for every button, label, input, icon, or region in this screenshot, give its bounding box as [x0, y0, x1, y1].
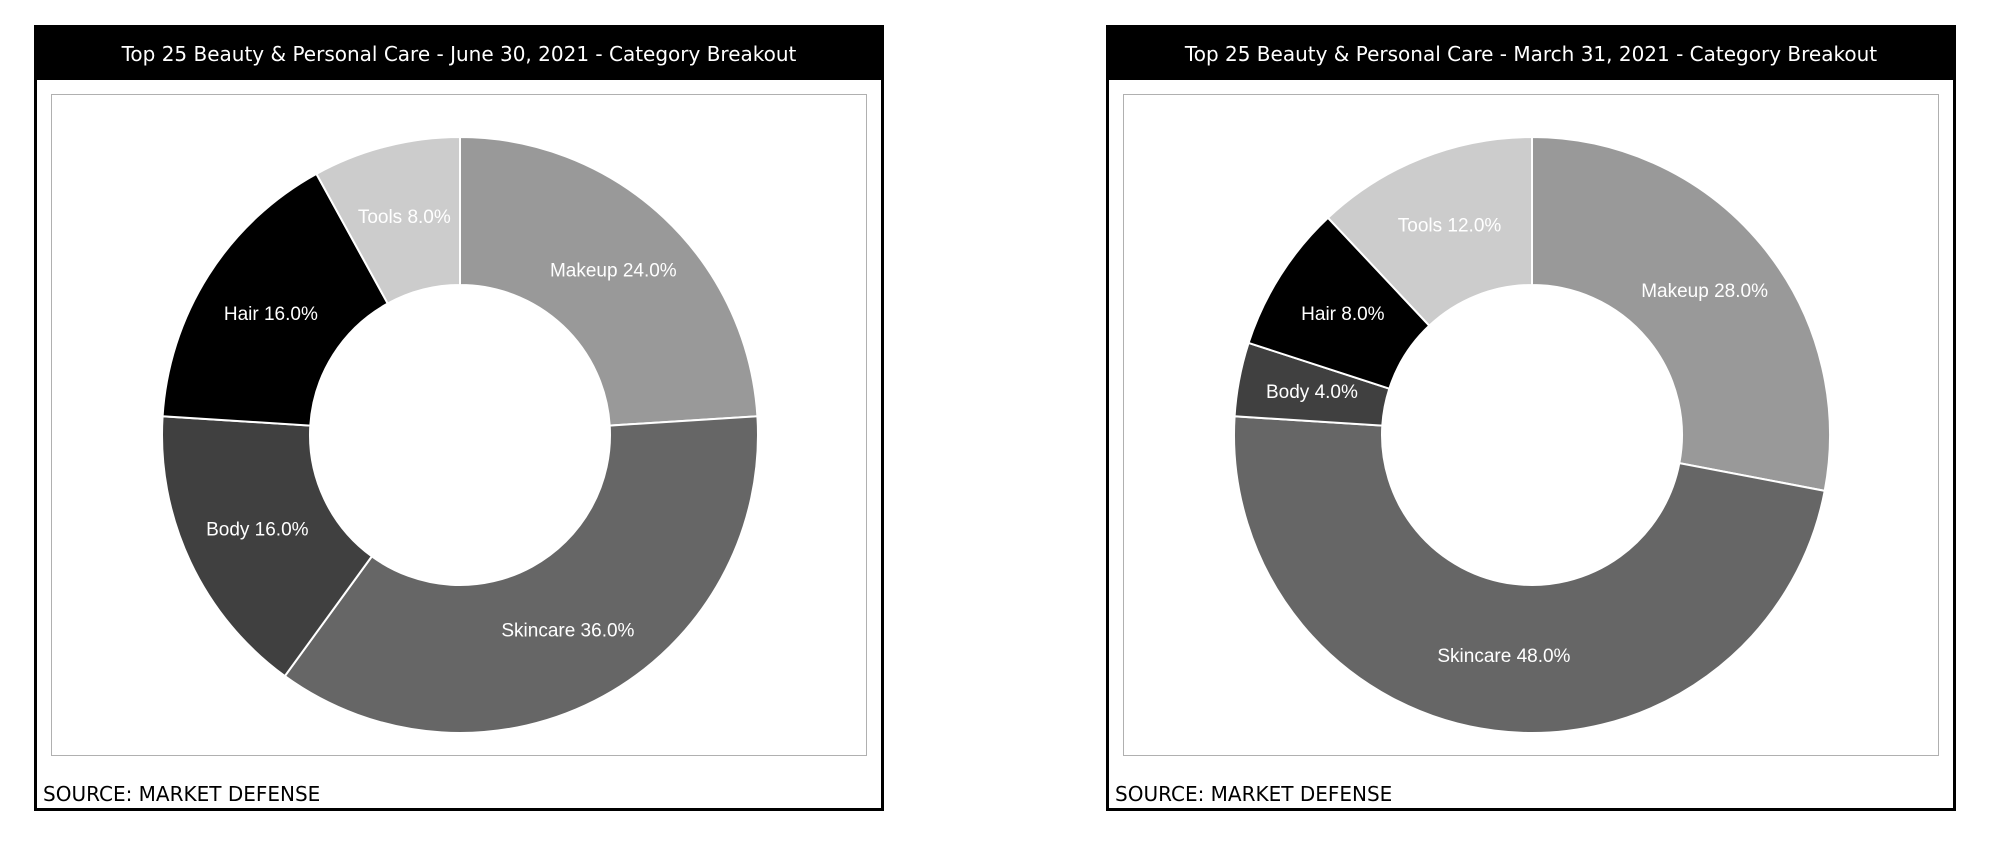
- data-label-hair: Hair 16.0%: [224, 304, 318, 325]
- slice-body: [161, 415, 374, 678]
- data-label-skincare: Skincare 48.0%: [1437, 646, 1570, 667]
- data-label-tools: Tools 12.0%: [1398, 216, 1502, 237]
- slice-tools: [315, 135, 461, 305]
- chart-panel-march: Top 25 Beauty & Personal Care - March 31…: [1106, 25, 1956, 811]
- data-label-hair: Hair 8.0%: [1301, 304, 1385, 325]
- chart-panel-june: Top 25 Beauty & Personal Care - June 30,…: [34, 25, 884, 811]
- source-note: SOURCE: MARKET DEFENSE: [43, 782, 321, 806]
- plot-area: Makeup 28.0% Skincare 48.0% Body 4.0% Hair …: [1123, 94, 1939, 756]
- slice-tools: [1326, 135, 1533, 328]
- slice-hair: [161, 172, 390, 427]
- slice-makeup: [1531, 135, 1831, 493]
- source-note: SOURCE: MARKET DEFENSE: [1115, 782, 1393, 806]
- data-label-tools: Tools 8.0%: [358, 207, 451, 228]
- data-label-body: Body 16.0%: [206, 519, 309, 540]
- data-label-makeup: Makeup 24.0%: [550, 261, 677, 282]
- data-label-skincare: Skincare 36.0%: [501, 620, 634, 641]
- data-label-body: Body 4.0%: [1266, 382, 1358, 403]
- donut-chart-june: Makeup 24.0% Skincare 36.0% Body 16.0% Hair…: [161, 135, 759, 734]
- plot-area: Makeup 24.0% Skincare 36.0% Body 16.0% Hair…: [51, 94, 867, 756]
- slice-makeup: [459, 135, 759, 427]
- chart-title: Top 25 Beauty & Personal Care - June 30,…: [37, 28, 881, 80]
- donut-chart-march: Makeup 28.0% Skincare 48.0% Body 4.0% Hair …: [1233, 135, 1831, 734]
- slice-skincare: [1233, 415, 1826, 734]
- chart-title: Top 25 Beauty & Personal Care - March 31…: [1109, 28, 1953, 80]
- slice-skincare: [283, 415, 759, 734]
- data-label-makeup: Makeup 28.0%: [1641, 281, 1768, 302]
